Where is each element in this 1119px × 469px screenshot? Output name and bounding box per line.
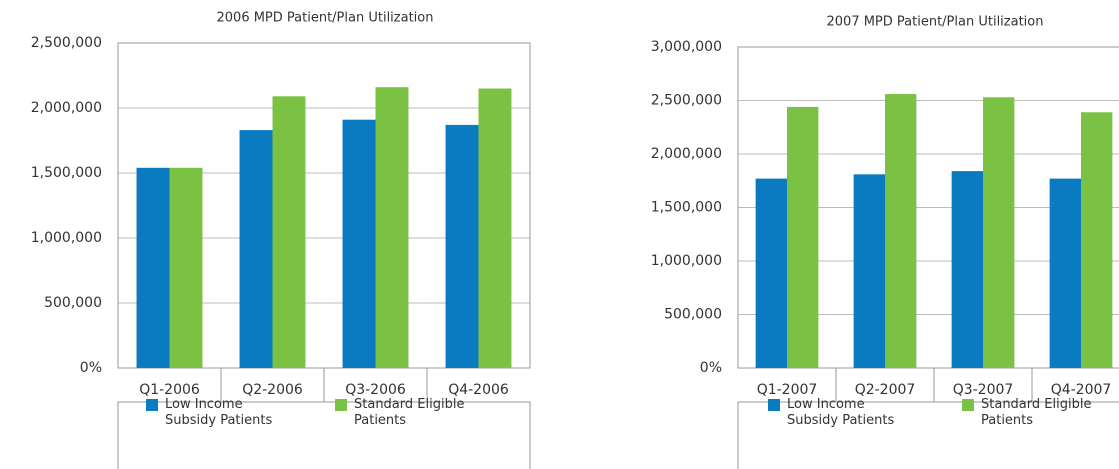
bar	[478, 88, 512, 368]
x-tick-label: Q1-2007	[757, 382, 818, 398]
x-tick-label: Q4-2006	[448, 382, 509, 398]
legend-item: Low Income Subsidy Patients	[768, 397, 917, 429]
legend-label: Low Income Subsidy Patients	[165, 397, 273, 428]
legend-frame	[117, 401, 531, 469]
bar	[342, 119, 376, 368]
bar	[445, 124, 479, 369]
chart-title: 2006 MPD Patient/Plan Utilization	[217, 11, 434, 26]
y-tick-label: 500,000	[44, 295, 102, 311]
legend-swatch	[146, 399, 158, 411]
y-tick-label: 500,000	[664, 307, 722, 323]
legend-item: Standard Eligible Patients	[962, 397, 1111, 429]
x-tick-label: Q1-2006	[139, 382, 200, 398]
y-tick-label: 0%	[700, 360, 722, 376]
x-tick-label: Q4-2007	[1051, 382, 1112, 398]
y-tick-label: 2,000,000	[31, 100, 102, 116]
y-tick-label: 1,500,000	[31, 165, 102, 181]
legend-label: Standard Eligible Patients	[981, 397, 1092, 428]
bar	[983, 97, 1015, 368]
bar	[885, 94, 917, 368]
legend-label: Low Income Subsidy Patients	[787, 397, 895, 428]
y-tick-label: 2,500,000	[31, 35, 102, 51]
x-tick-label: Q3-2006	[345, 382, 406, 398]
legend-swatch	[962, 399, 974, 411]
bar	[1049, 178, 1081, 368]
bar	[951, 171, 983, 368]
x-tick-label: Q3-2007	[953, 382, 1014, 398]
x-tick-label: Q2-2006	[242, 382, 303, 398]
legend-swatch	[768, 399, 780, 411]
bar	[169, 167, 203, 368]
bar	[853, 174, 885, 368]
y-tick-label: 2,500,000	[651, 93, 722, 109]
y-tick-label: 1,000,000	[651, 253, 722, 269]
legend-label: Standard Eligible Patients	[354, 397, 465, 428]
legend-item: Low Income Subsidy Patients	[146, 397, 295, 429]
y-tick-label: 3,000,000	[651, 39, 722, 55]
bar	[1081, 112, 1113, 369]
legend-frame	[737, 401, 1119, 469]
bar	[755, 178, 787, 368]
bar	[787, 106, 819, 369]
bar	[272, 96, 306, 369]
y-tick-label: 2,000,000	[651, 146, 722, 162]
legend-swatch	[335, 399, 347, 411]
bar	[136, 167, 170, 368]
bar	[375, 87, 409, 368]
bar	[239, 130, 273, 368]
y-tick-label: 1,500,000	[651, 200, 722, 216]
x-tick-label: Q2-2007	[855, 382, 916, 398]
legend-item: Standard Eligible Patients	[335, 397, 484, 429]
chart-title: 2007 MPD Patient/Plan Utilization	[827, 15, 1044, 30]
y-tick-label: 1,000,000	[31, 230, 102, 246]
y-tick-label: 0%	[80, 360, 102, 376]
